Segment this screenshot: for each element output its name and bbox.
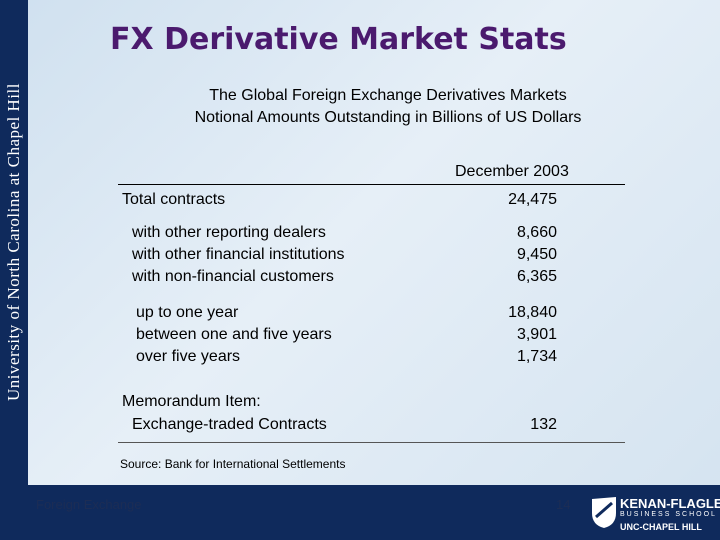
row-label: with other financial institutions: [132, 246, 345, 263]
row-label: over five years: [136, 348, 241, 365]
footer-bar: [0, 485, 720, 540]
row-value: 3,901: [516, 326, 557, 343]
logo-shield: [592, 497, 616, 528]
row-label: Total contracts: [122, 191, 226, 208]
slide-title: FX Derivative Market Stats: [110, 22, 567, 57]
page-number: 14: [556, 497, 571, 512]
source: Source: Bank for International Settlemen…: [120, 457, 346, 471]
column-header: December 2003: [455, 163, 569, 180]
row-label: Memorandum Item:: [122, 393, 261, 410]
row-label: Exchange-traded Contracts: [132, 416, 327, 433]
caption: The Global Foreign Exchange Derivatives …: [209, 87, 567, 104]
row-label: with non-financial customers: [132, 268, 334, 285]
row-value: 8,660: [516, 224, 557, 241]
footer-text: Foreign Exchange: [36, 497, 142, 512]
row-value: 9,450: [516, 246, 557, 263]
row-value: 132: [530, 416, 557, 433]
row-label: between one and five years: [136, 326, 332, 343]
row-value: 18,840: [508, 304, 557, 321]
logo-university: UNC-CHAPEL HILL: [620, 522, 702, 532]
sidebar-text: University of North Carolina at Chapel H…: [4, 83, 23, 401]
caption: Notional Amounts Outstanding in Billions…: [194, 109, 582, 126]
row-label: with other reporting dealers: [132, 224, 326, 241]
rule: [118, 442, 625, 443]
logo-school: BUSINESS SCHOOL: [620, 511, 717, 518]
logo-name: KENAN-FLAGLER: [620, 496, 720, 511]
row-value: 6,365: [516, 268, 557, 285]
row-value: 24,475: [508, 191, 557, 208]
rule: [118, 184, 625, 185]
row-value: 1,734: [516, 348, 557, 365]
row-label: up to one year: [136, 304, 239, 321]
sidebar: University of North Carolina at Chapel H…: [0, 0, 28, 485]
